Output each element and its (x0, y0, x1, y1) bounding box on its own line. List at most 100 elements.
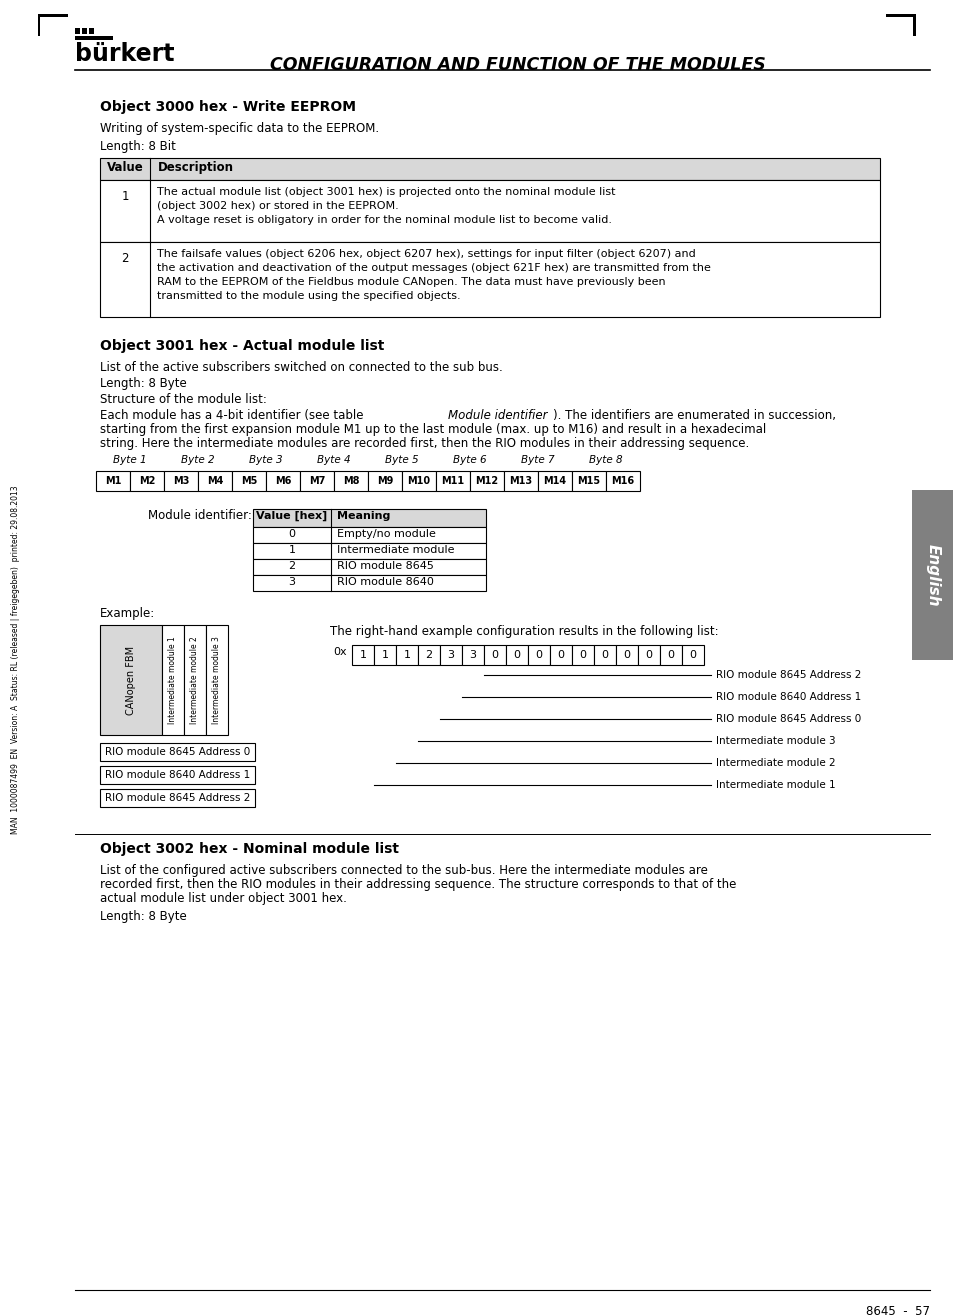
Text: 0: 0 (288, 529, 295, 539)
Text: 3: 3 (288, 577, 295, 586)
Bar (395, 644, 417, 665)
Text: M9: M9 (376, 476, 393, 487)
Text: RIO module 8645 Address 0: RIO module 8645 Address 0 (105, 747, 250, 757)
Bar (572, 644, 594, 665)
Text: actual module list under object 3001 hex.: actual module list under object 3001 hex… (100, 892, 347, 905)
Text: Intermediate module 3: Intermediate module 3 (716, 736, 835, 746)
Text: recorded first, then the RIO modules in their addressing sequence. The structure: recorded first, then the RIO modules in … (100, 878, 736, 892)
Text: RIO module 8645 Address 0: RIO module 8645 Address 0 (716, 714, 861, 725)
Text: Intermediate module 2: Intermediate module 2 (716, 757, 835, 768)
Text: M16: M16 (611, 476, 634, 487)
Bar (913, 14, 915, 36)
Text: CANopen FBM: CANopen FBM (126, 646, 136, 714)
Bar (352, 644, 374, 665)
Text: 1: 1 (359, 650, 366, 660)
Text: 2: 2 (288, 562, 295, 571)
Text: M4: M4 (207, 476, 223, 487)
Bar (184, 625, 206, 735)
Text: M10: M10 (407, 476, 430, 487)
Text: 0: 0 (557, 650, 564, 660)
Text: 0: 0 (689, 650, 696, 660)
Text: Empty/no module: Empty/no module (336, 529, 436, 539)
Bar (470, 471, 503, 490)
Bar (164, 471, 198, 490)
Text: M5: M5 (240, 476, 257, 487)
Text: Object 3002 hex - Nominal module list: Object 3002 hex - Nominal module list (100, 842, 398, 856)
Text: List of the configured active subscribers connected to the sub-bus. Here the int: List of the configured active subscriber… (100, 864, 707, 877)
Text: M11: M11 (441, 476, 464, 487)
Bar (82, 28, 87, 34)
Text: Byte 1: Byte 1 (113, 455, 147, 466)
Text: The right-hand example configuration results in the following list:: The right-hand example configuration res… (330, 625, 718, 638)
Bar (75, 36, 112, 39)
Bar (100, 625, 162, 735)
Text: The failsafe values (object 6206 hex, object 6207 hex), settings for input filte: The failsafe values (object 6206 hex, ob… (157, 249, 710, 301)
Text: M15: M15 (577, 476, 600, 487)
Text: 3: 3 (447, 650, 454, 660)
Bar (100, 743, 254, 761)
Bar (461, 644, 483, 665)
Bar (75, 28, 80, 34)
Text: Object 3000 hex - Write EEPROM: Object 3000 hex - Write EEPROM (100, 100, 355, 114)
Text: Length: 8 Byte: Length: 8 Byte (100, 910, 187, 923)
Bar (253, 559, 485, 575)
Text: M14: M14 (543, 476, 566, 487)
Bar (100, 789, 254, 807)
Text: Byte 3: Byte 3 (249, 455, 282, 466)
Text: M7: M7 (309, 476, 325, 487)
Text: 8645  -  57: 8645 - 57 (865, 1304, 929, 1315)
Text: M3: M3 (172, 476, 189, 487)
Bar (38, 14, 40, 36)
Text: RIO module 8640 Address 1: RIO module 8640 Address 1 (105, 771, 250, 780)
Bar (299, 471, 334, 490)
Bar (417, 644, 439, 665)
Text: 2: 2 (425, 650, 432, 660)
Text: Length: 8 Bit: Length: 8 Bit (100, 139, 175, 153)
Text: Byte 6: Byte 6 (453, 455, 486, 466)
Bar (232, 471, 266, 490)
Bar (605, 471, 639, 490)
Text: 1: 1 (288, 544, 295, 555)
Bar (659, 644, 681, 665)
Text: Description: Description (158, 160, 233, 174)
Text: Length: 8 Byte: Length: 8 Byte (100, 377, 187, 391)
Text: RIO module 8640: RIO module 8640 (336, 577, 434, 586)
Text: M13: M13 (509, 476, 532, 487)
Bar (89, 28, 94, 34)
Bar (483, 644, 505, 665)
Text: 0: 0 (667, 650, 674, 660)
Text: bürkert: bürkert (75, 42, 174, 66)
Text: Structure of the module list:: Structure of the module list: (100, 393, 267, 406)
Bar (253, 543, 485, 559)
Bar (505, 644, 527, 665)
Text: starting from the first expansion module M1 up to the last module (max. up to M1: starting from the first expansion module… (100, 423, 765, 437)
Bar (100, 158, 879, 180)
Bar (130, 471, 164, 490)
Text: M6: M6 (274, 476, 291, 487)
Bar (266, 471, 299, 490)
Text: Value [hex]: Value [hex] (256, 512, 327, 521)
Text: English: English (924, 543, 940, 606)
Text: Each module has a 4-bit identifier (see table: Each module has a 4-bit identifier (see … (100, 409, 367, 422)
Text: Byte 2: Byte 2 (181, 455, 214, 466)
Bar (616, 644, 638, 665)
Bar (681, 644, 703, 665)
Bar (537, 471, 572, 490)
Text: 0x: 0x (333, 647, 347, 658)
Text: RIO module 8645 Address 2: RIO module 8645 Address 2 (716, 671, 861, 680)
Bar (401, 471, 436, 490)
Bar (885, 14, 915, 17)
Text: RIO module 8645: RIO module 8645 (336, 562, 434, 571)
Bar (911, 490, 953, 660)
Text: Meaning: Meaning (336, 512, 390, 521)
Bar (436, 471, 470, 490)
Text: RIO module 8640 Address 1: RIO module 8640 Address 1 (716, 692, 861, 702)
Bar (100, 242, 879, 317)
Bar (253, 575, 485, 590)
Bar (594, 644, 616, 665)
Text: Module identifier:: Module identifier: (148, 509, 252, 522)
Bar (253, 509, 485, 527)
Text: 0: 0 (601, 650, 608, 660)
Bar (162, 625, 184, 735)
Bar (96, 471, 130, 490)
